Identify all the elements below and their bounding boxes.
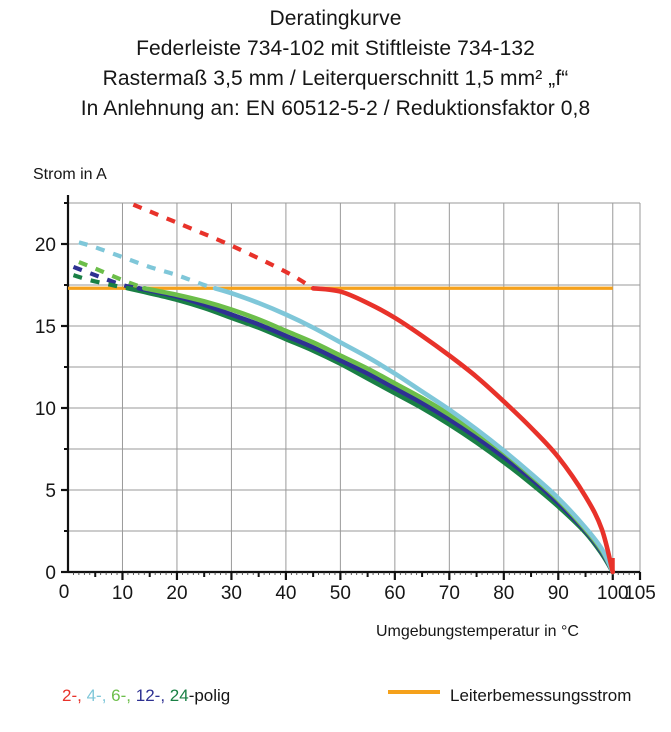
rated-current-label: Leiterbemessungsstrom xyxy=(450,686,632,705)
series-dashed-2-polig xyxy=(132,202,315,291)
y-axis-label: Strom in A xyxy=(33,166,107,183)
rated-current-line-icon xyxy=(388,690,440,694)
legend-pole-24: 24 xyxy=(169,686,189,705)
legend-pole-2: 2- xyxy=(62,686,78,705)
legend-rated-current: Leiterbemessungsstrom xyxy=(388,686,631,706)
title-line-3: Rastermaß 3,5 mm / Leiterquerschnitt 1,5… xyxy=(102,67,569,90)
y-tick-label: 10 xyxy=(35,399,56,420)
x-tick-label: 30 xyxy=(221,583,242,604)
x-tick-label: 60 xyxy=(384,583,405,604)
legend-separator: , xyxy=(77,686,87,705)
series-dashed-4-polig xyxy=(78,240,216,291)
title-line-4: In Anlehnung an: EN 60512-5-2 / Reduktio… xyxy=(80,97,591,120)
series-dashed-12-polig xyxy=(72,264,140,291)
series-dashed-6-polig xyxy=(78,260,146,291)
x-axis-label: Umgebungstemperatur in °C xyxy=(376,623,579,640)
x-tick-label: 80 xyxy=(493,583,514,604)
legend-separator: , xyxy=(101,686,112,705)
legend-poles-suffix: -polig xyxy=(188,686,231,705)
title-line-2: Federleiste 734-102 mit Stiftleiste 734-… xyxy=(136,37,535,60)
x-tick-label: 0 xyxy=(59,582,70,603)
legend-pole-12: 12- xyxy=(135,686,161,705)
series-solid-24-polig xyxy=(125,285,616,575)
x-tick-label: 70 xyxy=(439,583,460,604)
series-dashed-24-polig xyxy=(72,273,129,291)
y-tick-label: 5 xyxy=(45,481,56,502)
legend-pole-4: 4- xyxy=(86,686,102,705)
x-tick-label: 50 xyxy=(330,583,351,604)
x-tick-label: 40 xyxy=(275,583,296,604)
chart-title-block: Deratingkurve Federleiste 734-102 mit St… xyxy=(0,4,671,124)
x-tick-label: 20 xyxy=(166,583,187,604)
series-solid-4-polig xyxy=(212,285,616,575)
title-line-1: Deratingkurve xyxy=(269,7,402,30)
series-solid-2-polig xyxy=(310,285,616,575)
y-tick-label: 20 xyxy=(35,235,56,256)
legend-pole-6: 6- xyxy=(111,686,127,705)
series-solid-12-polig xyxy=(136,285,616,575)
x-tick-label: 90 xyxy=(548,583,569,604)
y-tick-label: 0 xyxy=(45,563,56,584)
series-solid-6-polig xyxy=(141,285,616,575)
x-tick-label: 100 xyxy=(597,583,629,604)
grid-group xyxy=(68,202,641,572)
y-tick-label: 15 xyxy=(35,317,56,338)
legend-poles: 2-, 4-, 6-, 12-, 24-polig xyxy=(62,686,230,706)
chart-legend: 2-, 4-, 6-, 12-, 24-polig Leiterbemessun… xyxy=(0,686,671,716)
x-tick-label: 10 xyxy=(112,583,133,604)
legend-separator: , xyxy=(160,686,170,705)
legend-separator: , xyxy=(126,686,136,705)
x-tick-label: 105 xyxy=(624,583,656,604)
